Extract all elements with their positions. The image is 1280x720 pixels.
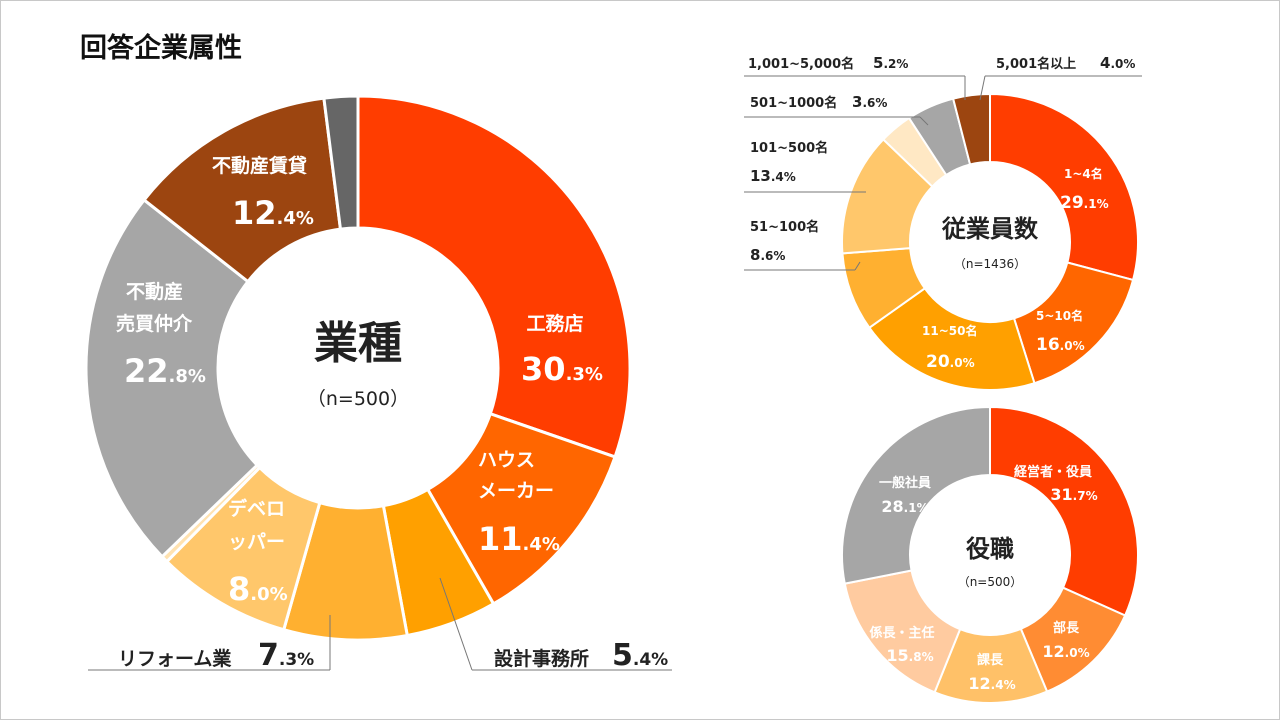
e6-leader-line — [919, 116, 929, 126]
label-p3-value: 12.4% — [968, 674, 1015, 693]
sekkei-leader-line — [439, 577, 473, 671]
label-e4-name: 51~100名 — [750, 219, 819, 235]
label-e6-name: 501~1000名 — [750, 95, 837, 111]
label-e7-value: 5.2% — [873, 54, 908, 72]
position-donut — [841, 405, 1139, 704]
label-e2-value: 16.0% — [1036, 335, 1085, 355]
label-e1-value: 29.1% — [1060, 193, 1109, 213]
label-p3-name: 課長 — [977, 652, 1004, 668]
label-koumuten-name: 工務店 — [526, 312, 583, 335]
label-house-name-1: ハウス — [478, 449, 535, 471]
label-e7-name: 1,001~5,000名 — [748, 56, 854, 72]
position-slice-4 — [841, 405, 991, 585]
employees-center-title: 従業員数 — [941, 215, 1039, 243]
label-p2-name: 部長 — [1053, 620, 1080, 636]
label-chintai-name: 不動産賃貸 — [212, 154, 307, 177]
label-dev-name-1: デベロ — [228, 497, 285, 520]
page-title: 回答企業属性 — [80, 33, 242, 64]
label-dev-value: 8.0% — [228, 570, 288, 608]
label-p4-name: 係長・主任 — [869, 625, 934, 641]
label-koumuten-value: 30.3% — [521, 350, 603, 388]
label-e1-name: 1~4名 — [1064, 166, 1103, 181]
label-e8-value: 4.0% — [1100, 54, 1135, 72]
label-reform-name: リフォーム業 — [118, 647, 232, 670]
label-sekkei-value: 5.4% — [612, 638, 668, 673]
e8-leader-line — [979, 75, 986, 101]
industry-donut — [84, 94, 632, 642]
industry-slice-8 — [322, 94, 360, 231]
label-baibai-name-1: 不動産 — [126, 280, 183, 303]
label-e5-name: 101~500名 — [750, 140, 828, 156]
label-p1-name: 経営者・役員 — [1014, 464, 1092, 480]
industry-slice-0 — [356, 94, 632, 459]
label-sekkei-name: 設計事務所 — [494, 647, 589, 670]
position-center-sub: （n=500） — [958, 575, 1023, 589]
label-dev-name-2: ッパー — [228, 531, 285, 553]
label-chintai-value: 12.4% — [232, 194, 314, 232]
label-house-value: 11.4% — [478, 520, 560, 558]
label-p5-name: 一般社員 — [879, 475, 931, 491]
label-e3-value: 20.0% — [926, 352, 975, 372]
label-e8-name: 5,001名以上 — [996, 56, 1076, 72]
position-center-title: 役職 — [966, 535, 1014, 563]
label-e5-value: 13.4% — [750, 167, 796, 185]
label-house-name-2: メーカー — [478, 480, 554, 502]
label-e6-value: 3.6% — [852, 93, 887, 111]
employees-slice-0 — [989, 92, 1139, 282]
label-e4-value: 8.6% — [750, 246, 785, 264]
label-baibai-value: 22.8% — [124, 352, 206, 390]
employees-slice-2 — [867, 286, 1036, 391]
label-baibai-name-2: 売買仲介 — [116, 312, 193, 335]
label-e3-name: 11~50名 — [922, 323, 977, 338]
position-slice-0 — [989, 405, 1139, 617]
label-e2-name: 5~10名 — [1036, 308, 1083, 323]
employees-donut — [841, 92, 1139, 391]
label-p2-value: 12.0% — [1042, 642, 1089, 661]
employees-center-sub: （n=1436） — [954, 257, 1026, 271]
label-p4-value: 15.8% — [886, 646, 933, 665]
label-p1-value: 31.7% — [1050, 485, 1097, 504]
industry-center-sub: （n=500） — [307, 388, 409, 410]
industry-center-title: 業種 — [314, 318, 402, 369]
industry-slice-6 — [84, 197, 260, 559]
label-p5-value: 28.1% — [881, 497, 928, 516]
e4-leader-line — [854, 261, 861, 271]
label-reform-value: 7.3% — [258, 638, 314, 673]
